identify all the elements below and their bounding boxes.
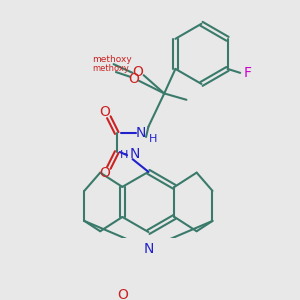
Text: methoxy: methoxy xyxy=(92,55,132,64)
Text: O: O xyxy=(118,288,128,300)
Text: N: N xyxy=(135,126,146,140)
Text: O: O xyxy=(99,105,110,119)
Text: N: N xyxy=(130,147,140,161)
Text: O: O xyxy=(129,72,140,86)
Text: F: F xyxy=(244,66,252,80)
Text: O: O xyxy=(132,65,143,79)
Text: O: O xyxy=(99,166,110,180)
Text: N: N xyxy=(143,242,154,256)
Text: H: H xyxy=(149,134,158,144)
Text: H: H xyxy=(120,150,128,160)
Text: methoxy: methoxy xyxy=(92,64,129,74)
